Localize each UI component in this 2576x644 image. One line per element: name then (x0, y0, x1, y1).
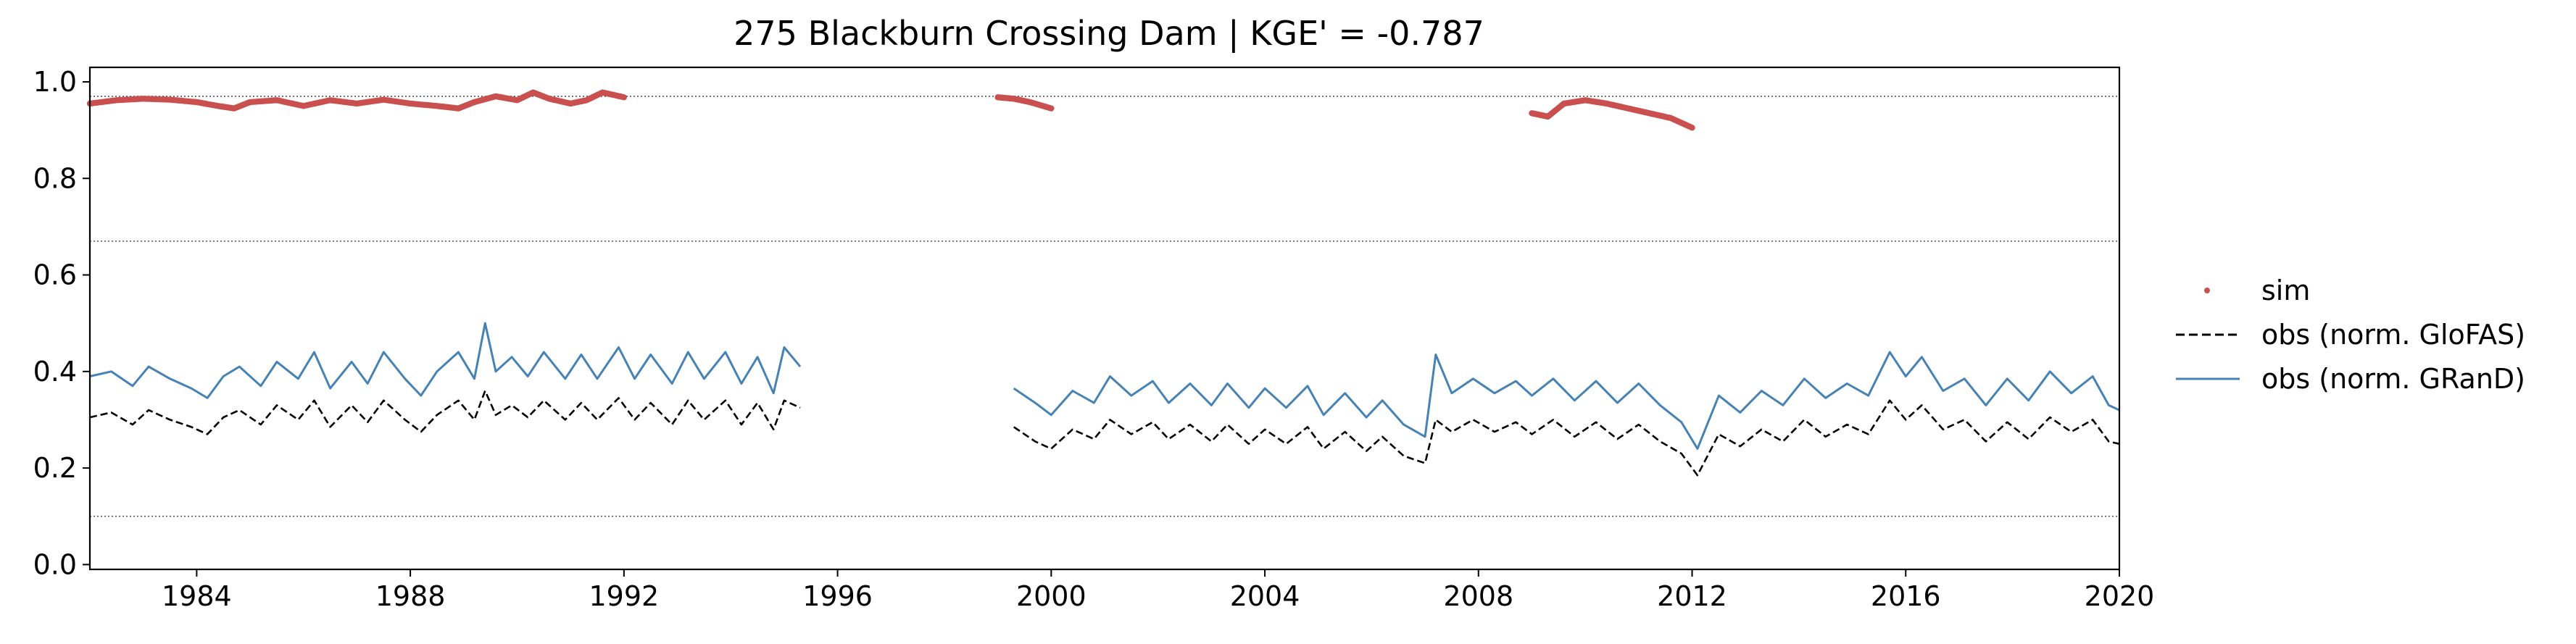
series-glofas-segment-0 (89, 390, 801, 435)
x-tick-label: 2016 (1871, 580, 1941, 612)
legend-sim-label: sim (2261, 275, 2310, 306)
sim-point (1689, 125, 1695, 131)
series-sim-segment-1 (994, 94, 1055, 112)
sim-point (620, 94, 628, 101)
series-grand-segment-0 (89, 322, 802, 399)
x-axis: 1984 1988 1992 1996 2000 2004 2008 2012 2016 2020 (162, 569, 2154, 612)
legend-grand-label: obs (norm. GRanD) (2261, 363, 2525, 395)
sim-point (1048, 105, 1055, 112)
series-sim-segment-2 (1529, 97, 1695, 131)
legend-sim-marker (2204, 288, 2210, 293)
x-tick-label: 1988 (375, 580, 446, 612)
y-axis: 0.0 0.2 0.4 0.6 0.8 1.0 (33, 66, 90, 580)
legend-glofas-label: obs (norm. GloFAS) (2261, 319, 2525, 351)
reference-lines (90, 96, 2119, 517)
y-tick-label: 0.4 (33, 356, 77, 388)
series-grand-segment-1 (1013, 351, 2120, 450)
series-sim-segment-0 (86, 89, 628, 112)
series-layer (86, 89, 2120, 477)
x-tick-label: 2012 (1657, 580, 1727, 612)
y-tick-label: 0.6 (33, 259, 77, 291)
x-tick-label: 2008 (1443, 580, 1513, 612)
x-tick-label: 1996 (802, 580, 873, 612)
x-tick-label: 1992 (589, 580, 659, 612)
legend: sim obs (norm. GloFAS) obs (norm. GRanD) (2176, 275, 2525, 395)
plot-frame (88, 66, 2121, 571)
x-tick-label: 2020 (2085, 580, 2155, 612)
x-tick-label: 1984 (162, 580, 232, 612)
x-tick-label: 2000 (1016, 580, 1087, 612)
x-tick-label: 2004 (1230, 580, 1300, 612)
series-glofas-segment-1 (1013, 399, 2120, 477)
y-tick-label: 1.0 (33, 66, 77, 98)
y-tick-label: 0.0 (33, 548, 77, 580)
chart-title: 275 Blackburn Crossing Dam | KGE' = -0.7… (734, 14, 1484, 54)
y-tick-label: 0.8 (33, 162, 77, 194)
y-tick-label: 0.2 (33, 452, 77, 484)
